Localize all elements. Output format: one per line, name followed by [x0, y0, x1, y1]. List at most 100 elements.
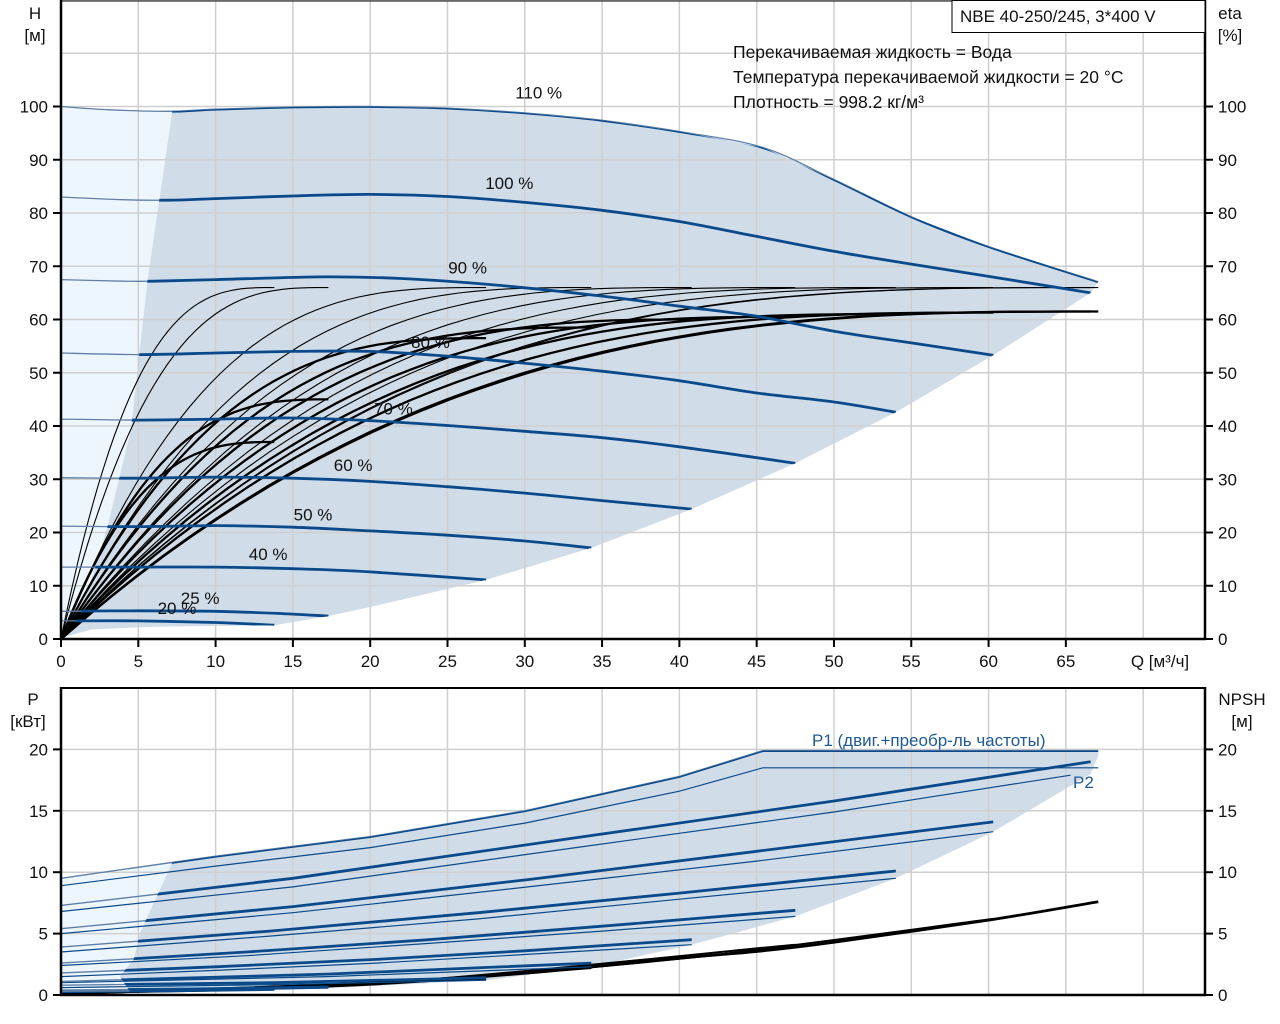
h-tick-label: 30	[29, 470, 48, 489]
q-tick-label: 65	[1056, 652, 1075, 671]
q-tick-label: 60	[979, 652, 998, 671]
p1-curve-10	[119, 988, 275, 993]
efficiency-curve-thin-4	[61, 287, 592, 639]
p1-label: P1 (двиг.+преобр-ль частоты)	[812, 731, 1045, 750]
speed-label-4: 80 %	[411, 333, 450, 352]
q-tick-label: 35	[593, 652, 612, 671]
p1-curve-8	[119, 976, 487, 987]
p2-curve-7	[61, 966, 592, 984]
efficiency-curve-thin-3	[61, 287, 487, 639]
p2-curve-1	[61, 767, 1099, 887]
head-curve-9	[67, 609, 329, 618]
eta-tick-label: 40	[1218, 417, 1237, 436]
eta-tick-label: 10	[1218, 577, 1237, 596]
h-tick-label: 40	[29, 417, 48, 436]
head-curve-7	[67, 524, 592, 550]
h-tick-label: 90	[29, 151, 48, 170]
efficiency-curve-thick-6	[61, 315, 796, 639]
eta-tick-label: 80	[1218, 204, 1237, 223]
p-axis-unit: [кВт]	[10, 712, 45, 731]
efficiency-curve-thin-10	[61, 287, 1099, 639]
pump-model-title: NBE 40-250/245, 3*400 V	[960, 7, 1156, 26]
p1-curve-5	[119, 908, 796, 965]
efficiency-curve-thick-10	[61, 310, 1099, 639]
p-tick-label: 20	[29, 740, 48, 759]
fluid-info-line: Перекачиваемая жидкость = Вода	[733, 42, 1012, 62]
efficiency-curve-thick-5	[61, 318, 692, 639]
eta-tick-label: 50	[1218, 364, 1237, 383]
q-tick-label: 30	[515, 652, 534, 671]
q-tick-label: 40	[670, 652, 689, 671]
h-tick-label: 60	[29, 311, 48, 330]
head-curve-6	[67, 475, 692, 511]
title-box	[951, 0, 1206, 33]
eta-tick-label: 70	[1218, 257, 1237, 276]
npsh-tick-label: 10	[1218, 863, 1237, 882]
speed-label-2: 100 %	[485, 174, 533, 193]
efficiency-curve-thick-3	[61, 336, 487, 639]
h-tick-label: 20	[29, 524, 48, 543]
h-tick-label: 70	[29, 257, 48, 276]
speed-label-5: 70 %	[374, 399, 413, 418]
h-tick-label: 0	[39, 630, 48, 649]
q-tick-label: 10	[206, 652, 225, 671]
head-curve-8	[67, 565, 487, 582]
efficiency-curve-thin-6	[61, 287, 796, 639]
speed-label-8: 40 %	[249, 545, 288, 564]
p2-label: P2	[1073, 773, 1094, 792]
speed-label-10: 20 %	[158, 599, 197, 618]
p2-curve-2	[61, 774, 1071, 913]
h-tick-label: 80	[29, 204, 48, 223]
p1-curve-7	[119, 961, 592, 983]
speed-label-3: 90 %	[448, 258, 487, 277]
q-axis-title: Q [м³/ч]	[1131, 652, 1189, 671]
p1-curve-3	[119, 820, 994, 931]
efficiency-curve-thin-8	[61, 287, 994, 639]
p2-curve-4	[61, 877, 896, 953]
head-curve-4	[67, 349, 897, 414]
p1-curve-2	[119, 760, 1091, 907]
speed-label-6: 60 %	[334, 456, 373, 475]
q-tick-label: 50	[825, 652, 844, 671]
q-tick-label: 20	[361, 652, 380, 671]
npsh-tick-label: 5	[1218, 925, 1227, 944]
p1-curve-9	[119, 985, 329, 992]
head-curve-5	[67, 416, 796, 465]
efficiency-curve-thin-2	[61, 287, 329, 639]
p1-curve-1	[119, 750, 1099, 880]
h-tick-label: 100	[20, 98, 48, 117]
head-curve-10	[67, 619, 275, 627]
p-tick-label: 10	[29, 863, 48, 882]
p-tick-label: 15	[29, 802, 48, 821]
q-tick-label: 25	[438, 652, 457, 671]
speed-label-7: 50 %	[294, 505, 333, 524]
p2-curve-6	[61, 944, 692, 978]
h-tick-label: 10	[29, 577, 48, 596]
fluid-info-line: Плотность = 998.2 кг/м³	[733, 92, 924, 112]
operating-range-region	[67, 106, 1099, 637]
npsh-tick-label: 0	[1218, 986, 1227, 1005]
p2-curve-8	[61, 979, 487, 989]
eta-tick-label: 60	[1218, 311, 1237, 330]
speed-label-9: 25 %	[181, 589, 220, 608]
eta-axis-title: eta	[1218, 4, 1242, 23]
h-axis-title: H	[29, 4, 41, 23]
p-tick-label: 5	[39, 925, 48, 944]
h-axis-unit: [м]	[24, 26, 45, 45]
efficiency-curve-thin-1	[61, 287, 275, 639]
fluid-info-line: Температура перекачиваемой жидкости = 20…	[733, 67, 1124, 87]
eta-tick-label: 30	[1218, 470, 1237, 489]
q-tick-label: 45	[747, 652, 766, 671]
efficiency-curve-thin-7	[61, 287, 896, 639]
npsh-tick-label: 15	[1218, 802, 1237, 821]
q-tick-label: 5	[134, 652, 143, 671]
eta-axis-unit: [%]	[1218, 26, 1243, 45]
efficiency-curve-thick-8	[61, 311, 994, 639]
p-tick-label: 0	[39, 986, 48, 1005]
p2-curve-3	[61, 831, 994, 935]
npsh-tick-label: 20	[1218, 740, 1237, 759]
h-tick-label: 50	[29, 364, 48, 383]
q-tick-label: 15	[283, 652, 302, 671]
